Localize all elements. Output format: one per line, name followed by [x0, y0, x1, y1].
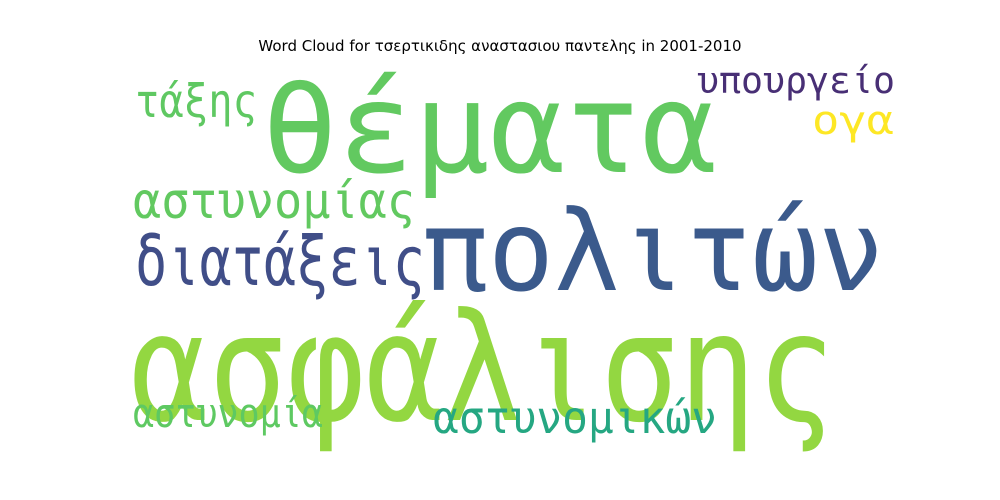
word-4: διατάξεις	[135, 223, 425, 302]
word-10: αστυνομία	[133, 391, 323, 437]
chart-title: Word Cloud for τσερτικιδης αναστασιου πα…	[258, 37, 742, 55]
word-8: ογα	[812, 98, 894, 144]
word-6: τάξης	[135, 74, 257, 128]
word-2: πολιτών	[422, 187, 884, 317]
word-9: αστυνομικών	[433, 393, 717, 444]
word-7: υπουργείο	[697, 61, 895, 102]
word-5: αστυνομίας	[133, 172, 415, 230]
word-3: θέματα	[262, 57, 717, 202]
word-1: ασφάλισης	[130, 282, 835, 456]
